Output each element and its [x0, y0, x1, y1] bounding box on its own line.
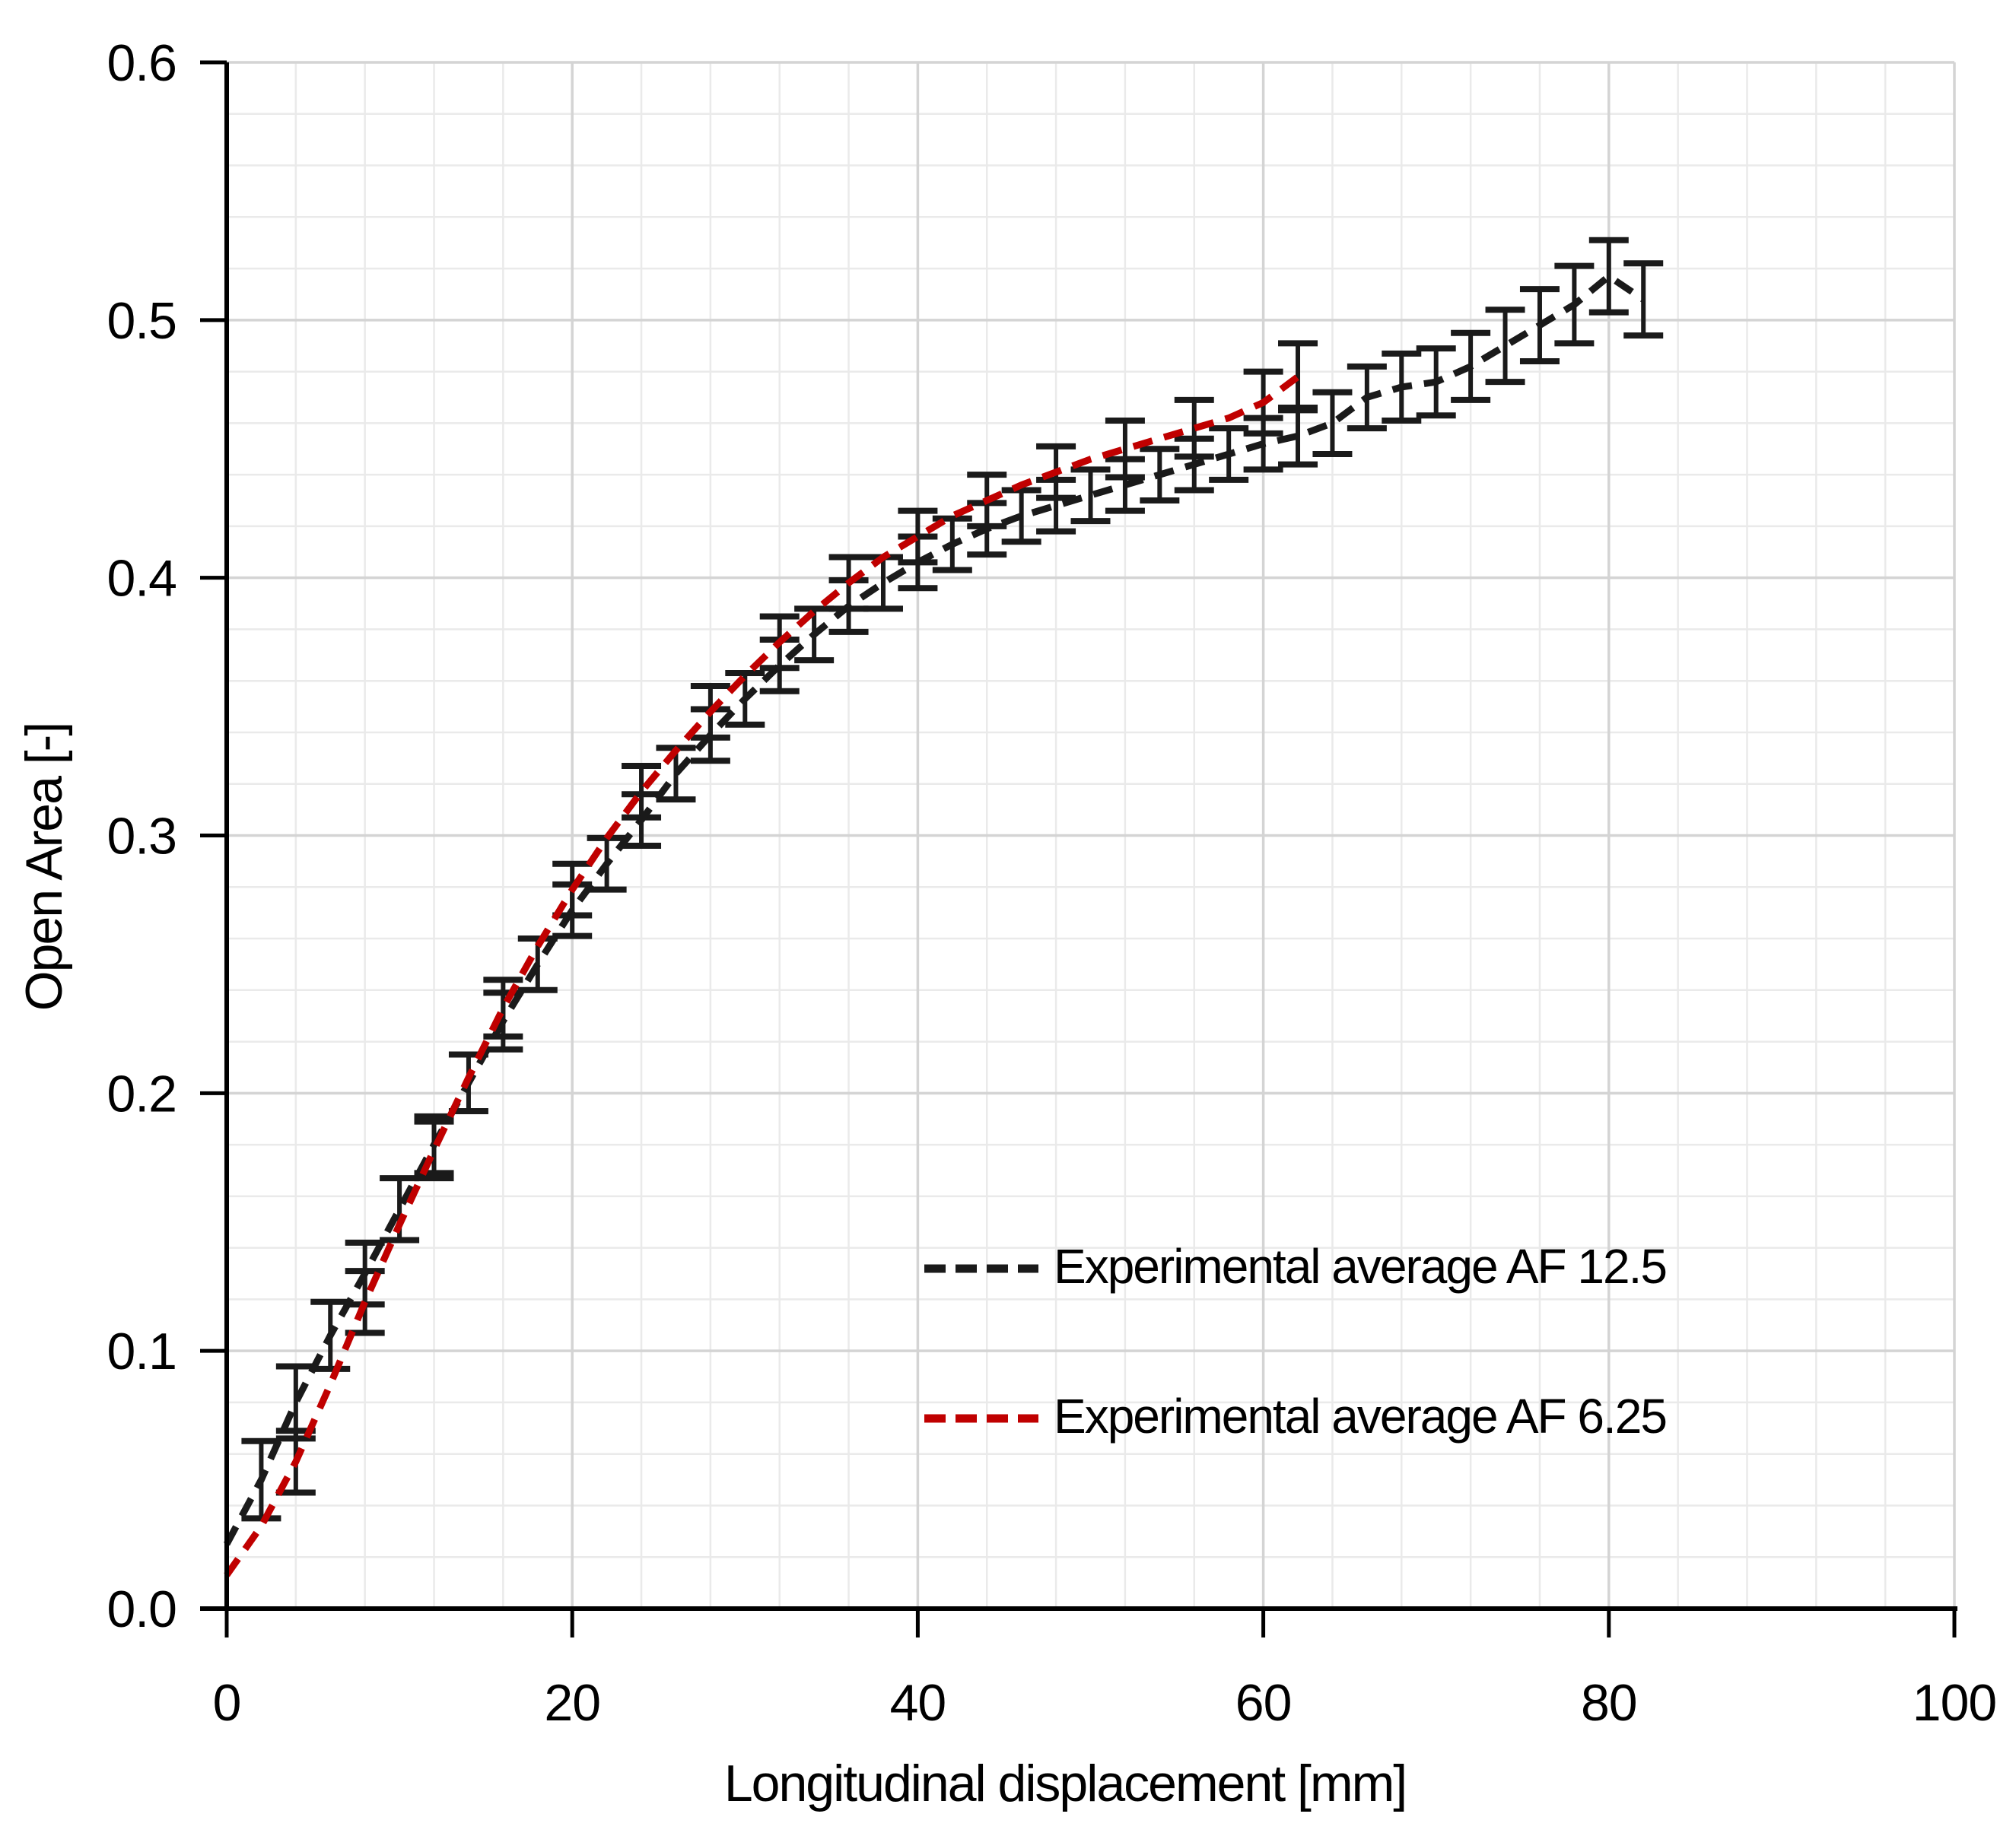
x-tick-label: 100: [1913, 1674, 1996, 1732]
y-tick-label: 0.5: [107, 292, 176, 350]
legend-label-af-12-5: Experimental average AF 12.5: [1054, 1239, 1668, 1294]
y-tick-label: 0.2: [107, 1065, 176, 1123]
x-tick-label: 60: [1235, 1674, 1292, 1732]
x-tick-label: 20: [544, 1674, 600, 1732]
legend-label-af-6-25: Experimental average AF 6.25: [1054, 1389, 1668, 1444]
x-tick-label: 80: [1581, 1674, 1637, 1732]
x-axis-title: Longitudinal displacement [mm]: [723, 1755, 1407, 1812]
series-curve-af-12-5: [224, 272, 1646, 1546]
y-tick-label: 0.0: [107, 1580, 176, 1638]
series-curve-af-6-25: [224, 373, 1300, 1577]
y-axis-title: Open Area [-]: [15, 723, 73, 1012]
x-tick-label: 40: [890, 1674, 946, 1732]
x-tick-label: 0: [213, 1674, 241, 1732]
y-tick-label: 0.4: [107, 550, 176, 608]
y-tick-label: 0.3: [107, 808, 176, 866]
y-tick-label: 0.1: [107, 1323, 176, 1380]
y-tick-label: 0.6: [107, 34, 176, 92]
